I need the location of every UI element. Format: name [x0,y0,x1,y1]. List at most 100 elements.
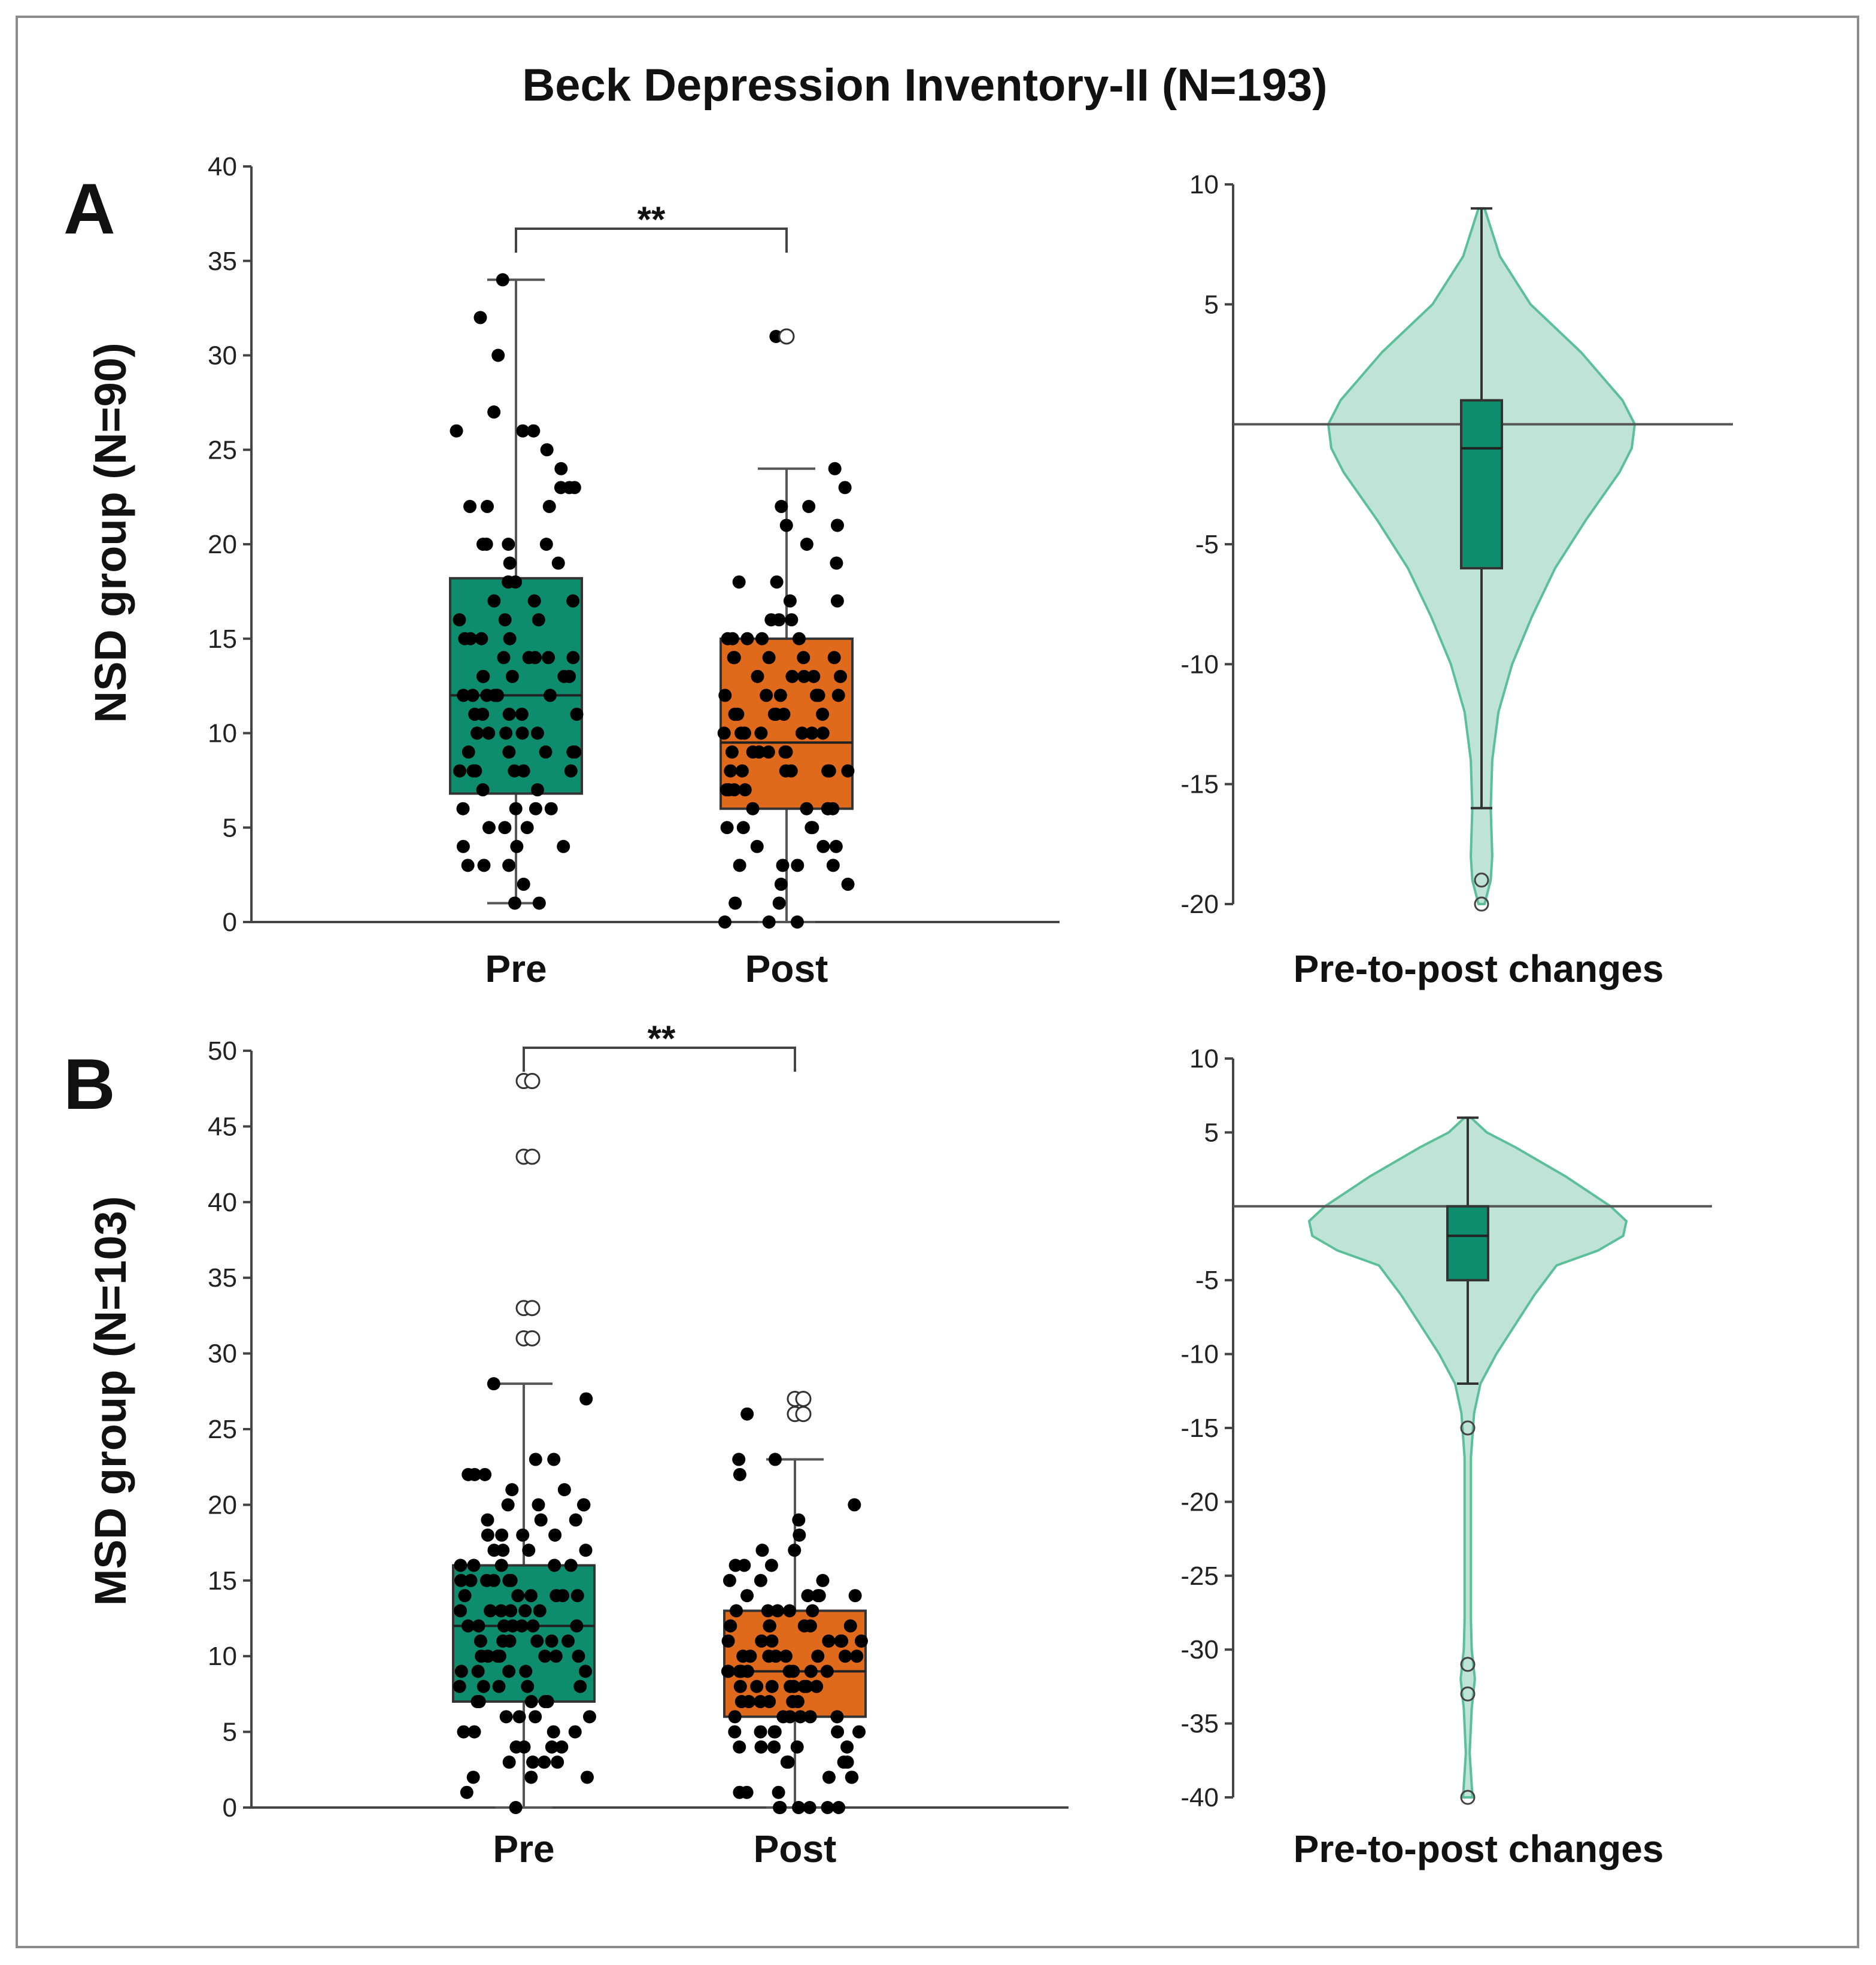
data-point [457,1725,470,1739]
data-point [456,802,470,815]
data-point [751,669,764,683]
data-point [733,1679,747,1693]
data-point [529,1452,542,1466]
y-tick-label: 0 [223,908,237,937]
data-point [776,1710,790,1724]
data-point [453,764,466,778]
data-point [784,1679,797,1693]
data-point [508,896,521,910]
data-point [816,726,830,740]
data-point [728,1558,742,1572]
data-point [827,651,841,665]
data-point [772,1785,785,1799]
data-point [505,669,519,683]
data-point [822,1770,836,1784]
data-point [822,1634,836,1648]
data-point [838,1649,852,1663]
data-point [554,462,568,475]
data-point [780,1755,794,1769]
data-point [555,1740,569,1754]
data-point [530,726,544,740]
data-point [805,821,818,835]
outlier-point [778,328,795,345]
category-label-post: Post [754,1827,837,1870]
data-point [720,821,734,835]
data-point [467,1558,481,1572]
data-point [519,1664,533,1678]
data-point [736,821,750,835]
data-point [804,1664,818,1678]
y-tick-label: 40 [208,1188,237,1217]
data-point [529,1710,542,1724]
data-point [547,1452,561,1466]
data-point [516,1528,530,1542]
data-point [725,745,739,759]
data-point [822,764,836,778]
data-point [838,481,852,495]
data-point [790,915,804,929]
data-point [548,1558,561,1572]
significance-bracket [515,228,788,253]
data-point [831,689,845,702]
data-point [503,632,517,645]
data-point [544,802,558,815]
data-point [502,707,516,721]
data-point [566,651,580,665]
panel-letter: A [63,169,116,249]
data-point [476,783,490,797]
data-point [499,726,513,740]
data-point [816,839,830,853]
y-tick-label: -15 [1180,1414,1219,1443]
data-point [854,1634,868,1648]
data-point [800,538,813,551]
data-point [733,1740,746,1754]
data-point [534,1513,548,1527]
data-point [826,859,840,872]
data-point [767,1740,781,1754]
y-tick-label: -10 [1180,650,1219,679]
data-point [754,1695,767,1709]
data-point [841,764,855,778]
data-point [790,1740,804,1754]
data-point [528,651,542,665]
data-point [460,1785,473,1799]
data-point [835,1634,849,1648]
data-point [539,538,553,551]
y-tick-label: 20 [208,530,237,559]
change-box [1460,399,1503,570]
data-point [779,1649,793,1663]
outlier-point [1460,1686,1476,1702]
data-point [773,1801,787,1814]
y-tick-label: 5 [223,813,237,842]
y-tick-label: 40 [208,152,237,181]
data-point [549,1649,563,1663]
data-point [724,764,737,778]
data-point [772,896,786,910]
data-point [515,1619,529,1633]
outlier-point [524,1330,541,1347]
x-axis-title: Pre-to-post changes [1294,947,1664,990]
data-point [735,764,749,778]
data-point [464,1573,478,1587]
data-point [458,1589,472,1603]
outlier-point [795,1406,812,1423]
data-point [503,556,517,570]
data-point [769,1649,783,1663]
data-point [551,556,565,570]
data-point [564,1558,578,1572]
data-point [811,1649,825,1663]
data-point [490,689,504,702]
data-point [728,1710,742,1724]
data-point [782,1664,796,1678]
data-point [557,669,571,683]
data-point [497,1619,511,1633]
y-tick-label: -35 [1180,1709,1219,1739]
data-point [515,726,529,740]
data-point [797,669,811,683]
data-point [502,538,515,551]
data-point [785,613,799,627]
data-point [497,651,511,665]
data-point [845,1770,859,1784]
y-tick-label: -30 [1180,1635,1219,1664]
data-point [848,1498,861,1512]
